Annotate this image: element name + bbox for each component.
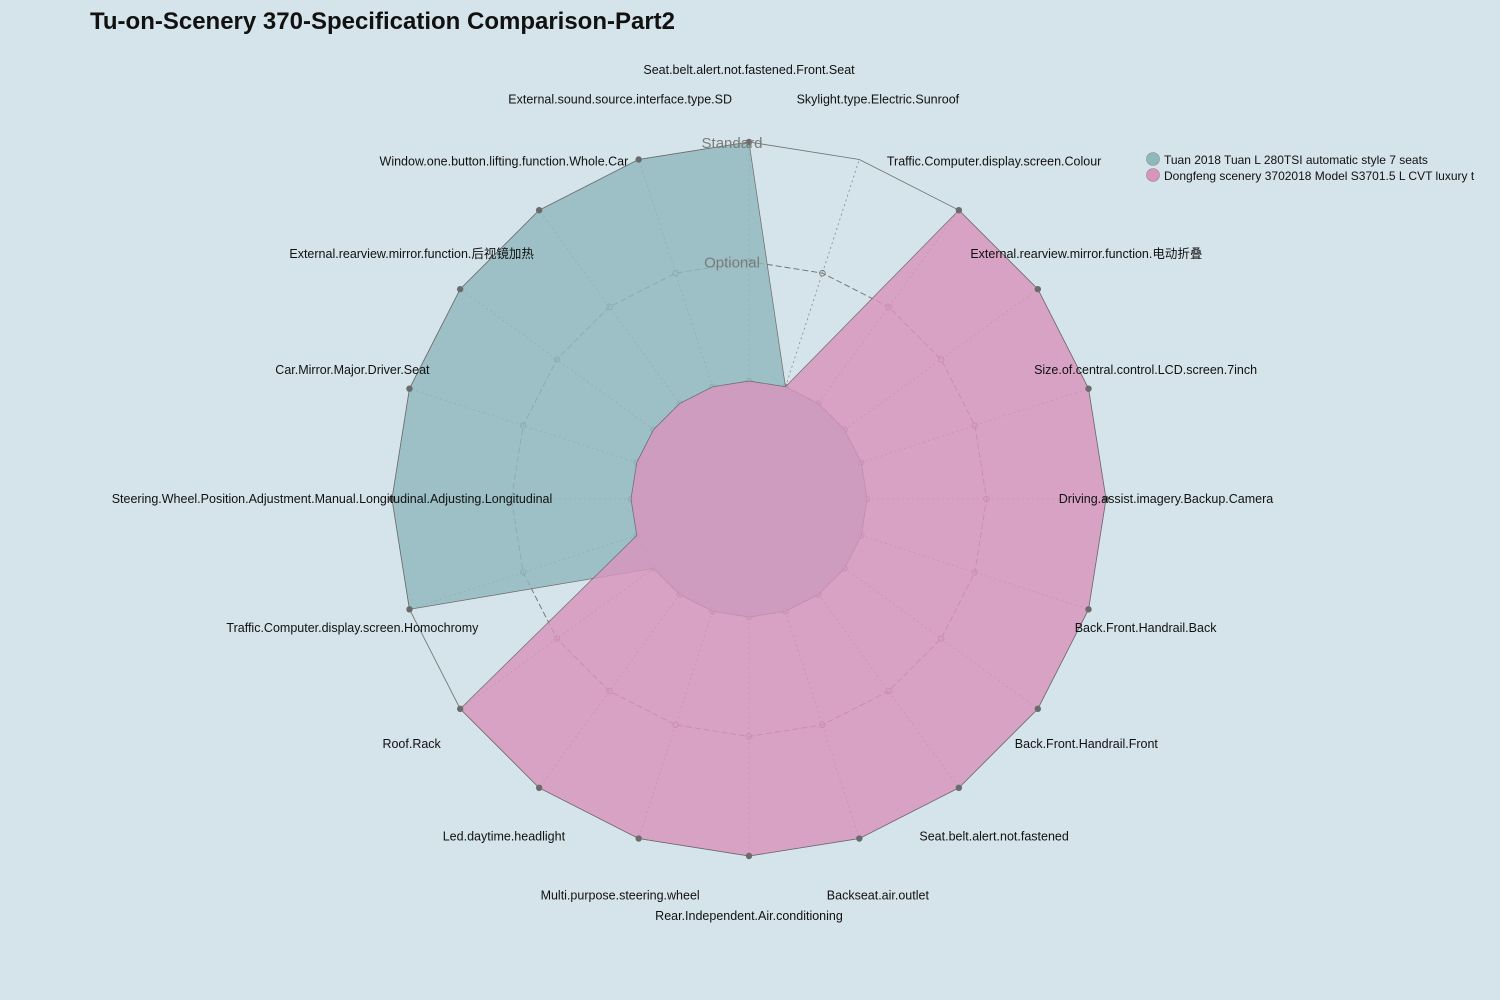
level-label: Optional <box>704 255 760 272</box>
axis-label: Backseat.air.outlet <box>827 889 930 903</box>
data-point <box>406 385 413 392</box>
axis-label: External.sound.source.interface.type.SD <box>508 92 732 106</box>
data-point <box>535 206 543 214</box>
level-label: Standard <box>702 135 763 152</box>
data-point <box>1034 285 1042 293</box>
data-point <box>456 705 464 713</box>
legend: Tuan 2018 Tuan L 280TSI automatic style … <box>1146 152 1475 183</box>
data-point <box>745 138 753 146</box>
level-labels: Optional Standard <box>702 135 763 272</box>
axis-label: Steering.Wheel.Position.Adjustment.Manua… <box>112 492 553 506</box>
data-point <box>1102 495 1110 503</box>
data-point <box>535 784 543 792</box>
legend-label: Dongfeng scenery 3702018 Model S3701.5 L… <box>1164 169 1475 183</box>
chart-title: Tu-on-Scenery 370-Specification Comparis… <box>90 8 675 35</box>
data-point <box>635 835 642 842</box>
data-points <box>388 138 1110 860</box>
axis-label: Window.one.button.lifting.function.Whole… <box>380 155 629 169</box>
axis-label: Back.Front.Handrail.Front <box>1015 737 1159 751</box>
data-point <box>955 206 963 214</box>
data-point <box>955 784 963 792</box>
axis-label: Seat.belt.alert.not.fastened <box>919 829 1068 843</box>
data-point <box>388 495 396 503</box>
axis-label: Car.Mirror.Major.Driver.Seat <box>275 363 430 377</box>
axis-label: Roof.Rack <box>382 737 441 751</box>
legend-label: Tuan 2018 Tuan L 280TSI automatic style … <box>1164 153 1428 167</box>
legend-swatch <box>1146 168 1160 182</box>
data-point <box>1085 606 1092 613</box>
axis-label: Traffic.Computer.display.screen.Homochro… <box>226 621 479 635</box>
axis-label: Traffic.Computer.display.screen.Colour <box>887 155 1101 169</box>
data-point <box>1085 385 1092 392</box>
grid-marker <box>819 269 826 277</box>
axis-label: External.rearview.mirror.function.后视镜加热 <box>289 246 534 261</box>
axis-label: Size.of.central.control.LCD.screen.7inch <box>1034 363 1257 377</box>
series-areas <box>391 141 1107 857</box>
data-point <box>1034 705 1042 713</box>
axis-label: Seat.belt.alert.not.fastened.Front.Seat <box>643 63 855 77</box>
data-point <box>856 835 863 842</box>
axis-label: Rear.Independent.Air.conditioning <box>655 909 843 923</box>
axis-label: Back.Front.Handrail.Back <box>1075 621 1217 635</box>
data-point <box>635 156 642 163</box>
axis-label: Driving.assist.imagery.Backup.Camera <box>1059 492 1273 506</box>
axis-label: External.rearview.mirror.function.电动折叠 <box>970 246 1202 261</box>
axis-labels: Seat.belt.alert.not.fastened.Front.Seat S… <box>112 63 1274 923</box>
axis-label: Led.daytime.headlight <box>443 829 566 843</box>
data-point <box>406 606 413 613</box>
axis-label: Multi.purpose.steering.wheel <box>541 889 700 903</box>
data-point <box>456 285 464 293</box>
axis-label: Skylight.type.Electric.Sunroof <box>797 92 960 106</box>
legend-swatch <box>1146 152 1160 166</box>
data-point <box>745 852 753 860</box>
